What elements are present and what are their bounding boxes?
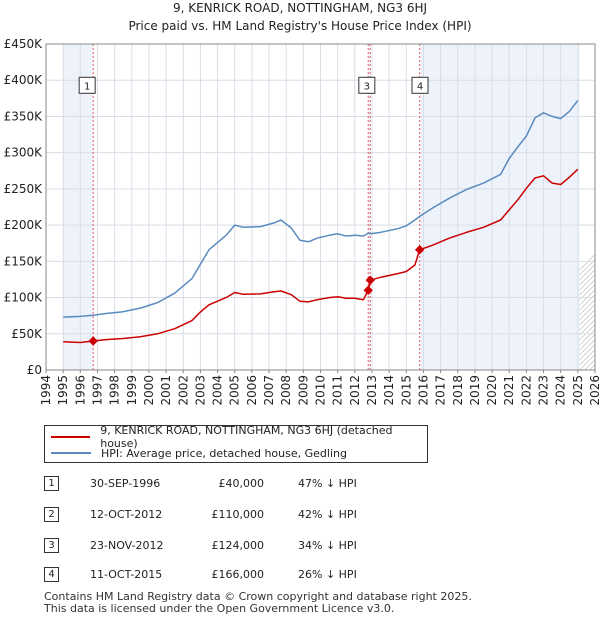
footer-copyright: Contains HM Land Registry data © Crown c… — [44, 590, 472, 603]
sale-label-box — [358, 76, 376, 94]
x-tick-label: 2023 — [537, 375, 551, 406]
sale-row: 4 11-OCT-2015 £166,000 26% ↓ HPI — [44, 567, 384, 583]
sale-date: 11-OCT-2015 — [90, 568, 163, 581]
y-tick-label: £400K — [4, 73, 44, 87]
sale-marker-2 — [363, 285, 373, 296]
x-tick-label: 2013 — [365, 375, 379, 406]
sale-hpi-diff: 26% ↓ HPI — [298, 568, 357, 581]
x-tick-label: 2004 — [211, 375, 225, 406]
chart-subtitle: Price paid vs. HM Land Registry's House … — [128, 19, 471, 33]
x-tick-label: 2026 — [588, 375, 600, 406]
future-hatch — [579, 253, 596, 370]
sale-number-badge: 2 — [44, 507, 59, 522]
x-tick-label: 2019 — [468, 375, 482, 406]
sale-price: £166,000 — [211, 568, 265, 581]
x-tick-label: 2022 — [519, 375, 533, 406]
y-tick-label: £100K — [4, 291, 44, 305]
sale-price: £40,000 — [218, 477, 265, 490]
x-tick-label: 2025 — [571, 375, 585, 406]
sale-row: 1 30-SEP-1996 £40,000 47% ↓ HPI — [44, 476, 384, 492]
legend: 9, KENRICK ROAD, NOTTINGHAM, NG3 6HJ (de… — [44, 424, 428, 463]
x-tick-label: 2014 — [382, 375, 396, 406]
x-tick-label: 2010 — [314, 375, 328, 406]
sale-number-badge: 3 — [44, 538, 59, 553]
x-tick-label: 2012 — [348, 375, 362, 406]
sale-marker-4 — [414, 245, 425, 255]
x-tick-label: 1997 — [90, 375, 104, 406]
shaded-span — [419, 44, 580, 370]
shaded-span — [368, 44, 371, 370]
legend-item-property: 9, KENRICK ROAD, NOTTINGHAM, NG3 6HJ (de… — [51, 424, 427, 450]
sale-hpi-diff: 42% ↓ HPI — [298, 508, 357, 521]
sale-price: £110,000 — [211, 508, 265, 521]
legend-swatch-hpi — [51, 452, 91, 454]
sale-label-number: 3 — [364, 81, 370, 92]
x-tick-label: 2017 — [434, 375, 448, 406]
x-tick-label: 1999 — [125, 375, 139, 406]
y-tick-label: £150K — [4, 254, 44, 268]
sale-hpi-diff: 34% ↓ HPI — [298, 539, 357, 552]
hpi-line — [63, 100, 579, 318]
sale-price: £124,000 — [211, 539, 265, 552]
property-price-line — [63, 168, 579, 344]
legend-item-hpi: HPI: Average price, detached house, Gedl… — [51, 445, 347, 461]
sale-label-box — [78, 76, 96, 94]
price-chart: 9, KENRICK ROAD, NOTTINGHAM, NG3 6HJ Pri… — [4, 1, 600, 406]
legend-label-property: 9, KENRICK ROAD, NOTTINGHAM, NG3 6HJ (de… — [100, 424, 393, 450]
sale-hpi-diff: 47% ↓ HPI — [298, 477, 357, 490]
y-tick-label: £50K — [11, 327, 43, 341]
legend-label-hpi: HPI: Average price, detached house, Gedl… — [101, 446, 347, 460]
sale-marker-3 — [365, 275, 375, 285]
y-tick-label: £300K — [4, 146, 44, 160]
y-tick-label: £200K — [4, 218, 44, 232]
sale-marker-1 — [88, 336, 98, 346]
x-tick-label: 1998 — [108, 375, 122, 406]
sale-label-number: 1 — [84, 81, 90, 92]
x-tick-label: 2005 — [228, 375, 242, 406]
x-tick-label: 1995 — [56, 375, 70, 406]
sale-number-badge: 1 — [44, 476, 59, 491]
x-tick-label: 2016 — [416, 375, 430, 406]
x-tick-label: 2003 — [193, 375, 207, 406]
sale-row: 2 12-OCT-2012 £110,000 42% ↓ HPI — [44, 507, 384, 523]
sale-date: 30-SEP-1996 — [90, 477, 161, 490]
y-tick-label: £350K — [4, 109, 44, 123]
x-tick-label: 1994 — [39, 375, 53, 406]
y-tick-label: £0 — [27, 363, 42, 377]
sale-date: 23-NOV-2012 — [90, 539, 164, 552]
x-tick-label: 2001 — [159, 375, 173, 406]
sale-label-box — [411, 76, 429, 94]
x-tick-label: 2002 — [176, 375, 190, 406]
sale-date: 12-OCT-2012 — [90, 508, 163, 521]
legend-swatch-property — [51, 436, 91, 438]
sale-label-number: 4 — [417, 81, 423, 92]
x-tick-label: 2006 — [245, 375, 259, 406]
x-tick-label: 2020 — [485, 375, 499, 406]
footer-licence: This data is licensed under the Open Gov… — [44, 602, 395, 615]
x-tick-label: 2024 — [554, 375, 568, 406]
x-tick-label: 2018 — [451, 375, 465, 406]
x-tick-label: 1996 — [73, 375, 87, 406]
x-tick-label: 2009 — [296, 375, 310, 406]
x-tick-label: 2000 — [142, 375, 156, 406]
x-tick-label: 2011 — [331, 375, 345, 406]
y-tick-label: £450K — [4, 37, 44, 51]
x-tick-label: 2008 — [279, 375, 293, 406]
x-tick-label: 2007 — [262, 375, 276, 406]
x-tick-label: 2021 — [502, 375, 516, 406]
y-tick-label: £250K — [4, 182, 44, 196]
chart-title: 9, KENRICK ROAD, NOTTINGHAM, NG3 6HJ — [173, 1, 427, 15]
x-tick-label: 2015 — [399, 375, 413, 406]
sale-row: 3 23-NOV-2012 £124,000 34% ↓ HPI — [44, 538, 384, 554]
sale-number-badge: 4 — [44, 567, 59, 582]
